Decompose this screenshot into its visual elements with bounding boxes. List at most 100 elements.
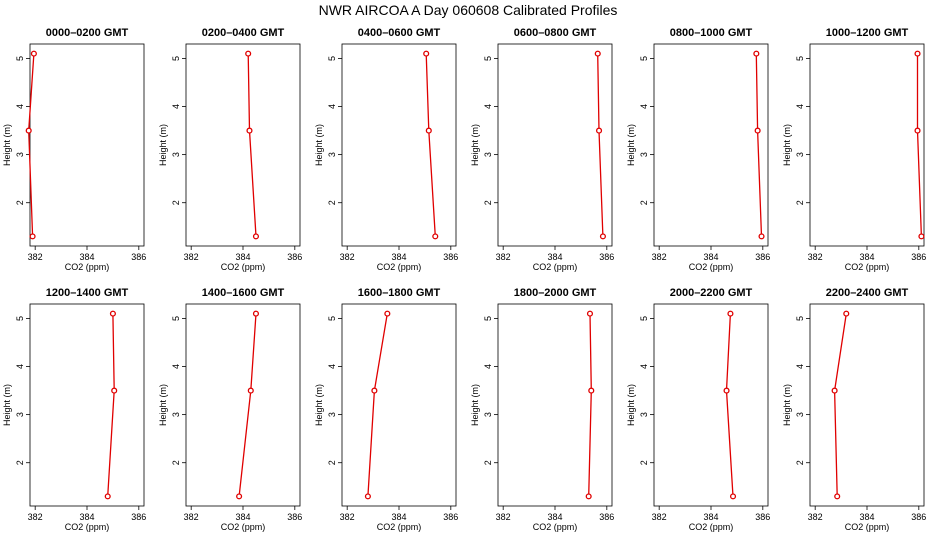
x-tick-label: 382: [652, 512, 667, 522]
data-point: [753, 50, 760, 57]
y-tick-label: 5: [483, 316, 493, 321]
y-tick-label: 2: [15, 460, 25, 465]
x-tick-label: 382: [28, 252, 43, 262]
profile-line: [28, 53, 35, 237]
y-tick-label: 3: [327, 152, 337, 157]
data-point: [758, 233, 765, 240]
y-tick-label: 4: [171, 104, 181, 109]
y-tick-label: 2: [171, 200, 181, 205]
data-point: [918, 233, 925, 240]
x-tick-label: 384: [703, 512, 718, 522]
data-point: [914, 50, 921, 57]
plot-frame: [341, 303, 457, 507]
y-tick-label: 4: [15, 364, 25, 369]
profile-line: [425, 53, 436, 237]
y-tick-label: 5: [483, 56, 493, 61]
plot-frame: [497, 303, 613, 507]
data-point: [729, 493, 737, 500]
panel-title: 0400–0600 GMT: [358, 27, 441, 39]
y-tick-label: 2: [483, 460, 493, 465]
y-tick-label: 2: [795, 460, 805, 465]
y-tick-label: 4: [795, 104, 805, 109]
x-tick-label: 384: [79, 512, 94, 522]
x-tick-label: 382: [808, 512, 823, 522]
data-point: [236, 493, 243, 500]
profile-line: [597, 53, 604, 237]
y-tick-label: 4: [327, 104, 337, 109]
panel-title: 0800–1000 GMT: [670, 27, 753, 39]
profile-line: [107, 313, 115, 497]
x-axis-label: CO2 (ppm): [689, 262, 734, 272]
data-point: [25, 127, 32, 134]
y-tick-label: 3: [327, 412, 337, 417]
y-axis-label: Height (m): [2, 124, 12, 166]
data-point: [423, 50, 430, 57]
data-point: [30, 50, 37, 57]
y-tick-label: 2: [639, 460, 649, 465]
x-tick-label: 382: [496, 512, 511, 522]
x-tick-label: 382: [340, 252, 355, 262]
plot-frame: [809, 303, 925, 507]
x-tick-label: 384: [703, 252, 718, 262]
x-axis-label: CO2 (ppm): [377, 262, 422, 272]
x-tick-label: 384: [391, 512, 406, 522]
x-tick-label: 386: [755, 252, 770, 262]
plot-frame: [185, 303, 301, 507]
panel-title: 0200–0400 GMT: [202, 27, 285, 39]
y-tick-label: 3: [795, 152, 805, 157]
x-axis-label: CO2 (ppm): [689, 522, 734, 532]
x-tick-label: 386: [287, 252, 302, 262]
plot-frame: [809, 43, 925, 247]
y-axis-label: Height (m): [470, 384, 480, 426]
x-tick-label: 386: [443, 252, 458, 262]
y-axis-label: Height (m): [158, 124, 168, 166]
x-tick-label: 384: [391, 252, 406, 262]
y-tick-label: 3: [483, 152, 493, 157]
y-tick-label: 2: [171, 460, 181, 465]
data-point: [843, 310, 850, 317]
y-tick-label: 2: [327, 460, 337, 465]
data-point: [245, 50, 252, 57]
data-point: [29, 233, 36, 240]
data-point: [432, 233, 439, 240]
x-tick-label: 384: [547, 512, 562, 522]
data-point: [371, 387, 378, 394]
profile-line: [238, 313, 257, 497]
y-tick-label: 3: [483, 412, 493, 417]
x-axis-label: CO2 (ppm): [845, 262, 890, 272]
x-tick-label: 382: [184, 252, 199, 262]
data-point: [247, 387, 254, 394]
x-tick-label: 384: [79, 252, 94, 262]
y-tick-label: 4: [483, 364, 493, 369]
x-axis-label: CO2 (ppm): [65, 262, 110, 272]
x-axis-label: CO2 (ppm): [221, 522, 266, 532]
x-tick-label: 382: [496, 252, 511, 262]
x-tick-label: 386: [755, 512, 770, 522]
x-tick-label: 386: [911, 252, 926, 262]
x-tick-label: 384: [859, 252, 874, 262]
y-tick-label: 5: [639, 316, 649, 321]
data-point: [588, 387, 595, 394]
x-tick-label: 386: [443, 512, 458, 522]
panel-title: 1800–2000 GMT: [514, 287, 597, 299]
x-tick-label: 382: [808, 252, 823, 262]
y-axis-label: Height (m): [158, 384, 168, 426]
y-tick-label: 5: [327, 316, 337, 321]
y-tick-label: 2: [327, 200, 337, 205]
profile-line: [725, 313, 734, 497]
y-axis-label: Height (m): [782, 124, 792, 166]
x-tick-label: 386: [911, 512, 926, 522]
y-tick-label: 3: [171, 152, 181, 157]
y-tick-label: 5: [171, 56, 181, 61]
y-tick-label: 4: [639, 104, 649, 109]
y-tick-label: 5: [795, 316, 805, 321]
y-tick-label: 4: [15, 104, 25, 109]
panel-title: 0000–0200 GMT: [46, 27, 129, 39]
y-axis-label: Height (m): [626, 384, 636, 426]
plot-frame: [29, 43, 145, 247]
panel-title: 1200–1400 GMT: [46, 287, 129, 299]
data-point: [246, 127, 253, 134]
panel-title: 2200–2400 GMT: [826, 287, 909, 299]
data-point: [599, 233, 606, 240]
